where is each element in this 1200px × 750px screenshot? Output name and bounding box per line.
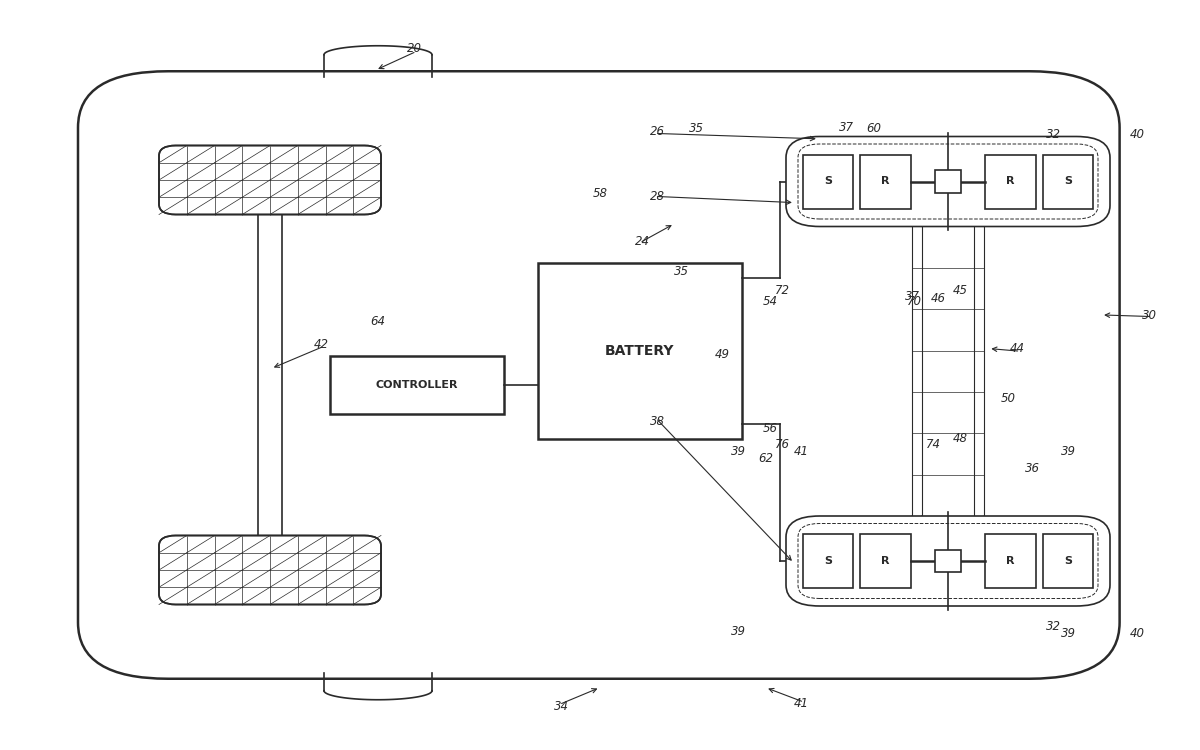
Bar [538,262,742,439]
Text: 70: 70 [907,295,922,308]
FancyBboxPatch shape [158,536,382,604]
Text: 42: 42 [314,338,329,352]
Text: 46: 46 [931,292,946,305]
Text: 39: 39 [731,625,745,638]
Text: R: R [1006,556,1015,566]
Bar [935,170,961,193]
Text: S: S [1064,176,1072,187]
Text: 48: 48 [953,432,967,445]
Text: 37: 37 [905,290,919,303]
Text: 35: 35 [689,122,703,136]
Bar [803,154,853,209]
FancyBboxPatch shape [786,136,1110,226]
Bar [985,534,1036,588]
Text: 74: 74 [926,437,941,451]
Text: S: S [1064,556,1072,566]
Text: 30: 30 [1142,308,1157,322]
Text: 54: 54 [763,295,778,308]
Text: R: R [881,176,890,187]
Text: 40: 40 [1130,627,1145,640]
Bar [803,534,853,588]
Text: 24: 24 [635,235,649,248]
Text: 39: 39 [731,445,745,458]
Text: 40: 40 [1130,128,1145,142]
Text: 60: 60 [866,122,881,136]
Text: 41: 41 [794,445,809,458]
FancyBboxPatch shape [78,71,1120,679]
Text: 64: 64 [371,314,385,328]
Text: 72: 72 [775,284,790,298]
Text: 34: 34 [554,700,569,713]
Bar [1043,534,1093,588]
Text: S: S [824,176,832,187]
FancyBboxPatch shape [786,516,1110,606]
Text: 36: 36 [1025,462,1039,476]
Bar [985,154,1036,209]
Text: 39: 39 [1061,445,1075,458]
Text: 41: 41 [794,697,809,710]
Bar [860,534,911,588]
Text: BATTERY: BATTERY [605,344,674,358]
FancyBboxPatch shape [158,146,382,214]
Text: 38: 38 [650,415,665,428]
Text: 32: 32 [1046,128,1061,142]
Bar [860,154,911,209]
Text: S: S [824,556,832,566]
Text: 58: 58 [593,187,607,200]
Bar [935,550,961,572]
Text: 76: 76 [775,437,790,451]
Text: 44: 44 [1010,342,1025,355]
Text: 28: 28 [650,190,665,203]
Text: 45: 45 [953,284,967,298]
Text: 35: 35 [674,265,689,278]
Text: 39: 39 [1061,627,1075,640]
Text: 32: 32 [1046,620,1061,633]
Text: 62: 62 [758,452,773,466]
Text: R: R [1006,176,1015,187]
Text: CONTROLLER: CONTROLLER [376,380,458,390]
Text: 50: 50 [1001,392,1015,406]
Text: 37: 37 [839,121,853,134]
Text: 56: 56 [763,422,778,436]
Bar [330,356,504,414]
Text: 49: 49 [715,347,730,361]
Bar [1043,154,1093,209]
Text: R: R [881,556,890,566]
Text: 26: 26 [650,124,665,138]
Text: 20: 20 [407,42,421,56]
